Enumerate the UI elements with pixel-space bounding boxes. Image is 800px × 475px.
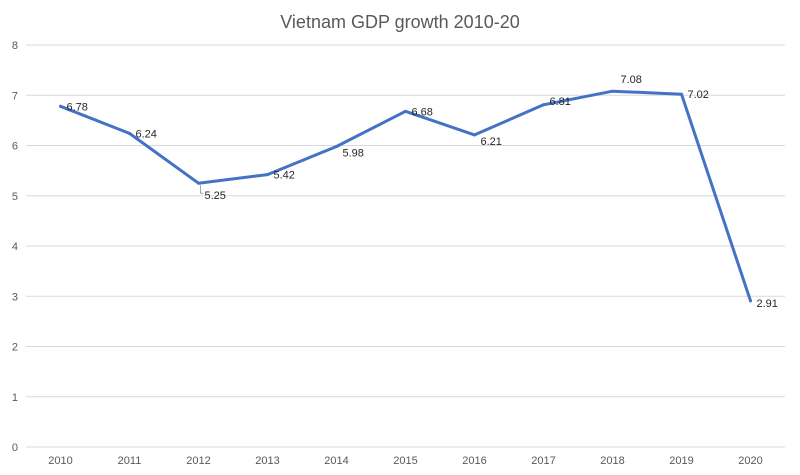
data-point [335,145,338,149]
data-point [611,89,614,93]
data-point [473,133,476,137]
y-tick-label: 2 [12,342,18,354]
x-tick-label: 2015 [393,455,417,467]
x-tick-label: 2010 [48,455,72,467]
data-label: 5.25 [205,190,226,202]
y-tick-label: 0 [12,442,18,454]
data-point [404,109,407,113]
x-tick-label: 2013 [255,455,279,467]
y-tick-label: 6 [12,141,18,153]
x-tick-label: 2016 [462,455,486,467]
y-tick-label: 3 [12,291,18,303]
y-tick-label: 5 [12,191,18,203]
data-label: 5.98 [343,148,364,160]
y-tick-label: 1 [12,392,18,404]
data-label: 6.81 [550,96,571,108]
data-label: 6.68 [412,106,433,118]
data-label: 6.24 [136,128,157,140]
data-point [542,103,545,107]
chart-title: Vietnam GDP growth 2010-20 [280,12,520,32]
data-point [680,92,683,96]
y-tick-label: 7 [12,90,18,102]
data-point [59,104,62,108]
x-tick-label: 2019 [669,455,693,467]
x-tick-label: 2012 [186,455,210,467]
x-tick-label: 2018 [600,455,624,467]
data-point [128,131,131,135]
data-label: 7.08 [621,74,642,86]
data-label: 6.21 [481,136,502,148]
data-label-leader-line [200,185,204,194]
data-point [266,173,269,177]
y-tick-label: 8 [12,40,18,52]
data-label: 6.78 [67,101,88,113]
data-label: 7.02 [688,89,709,101]
y-tick-label: 4 [12,241,18,253]
data-point [749,299,752,303]
data-point [197,181,200,185]
x-tick-label: 2014 [324,455,348,467]
data-label: 5.42 [274,170,295,182]
x-tick-label: 2011 [118,455,142,467]
x-tick-label: 2020 [738,455,762,467]
data-label: 2.91 [757,298,778,310]
x-tick-label: 2017 [531,455,555,467]
